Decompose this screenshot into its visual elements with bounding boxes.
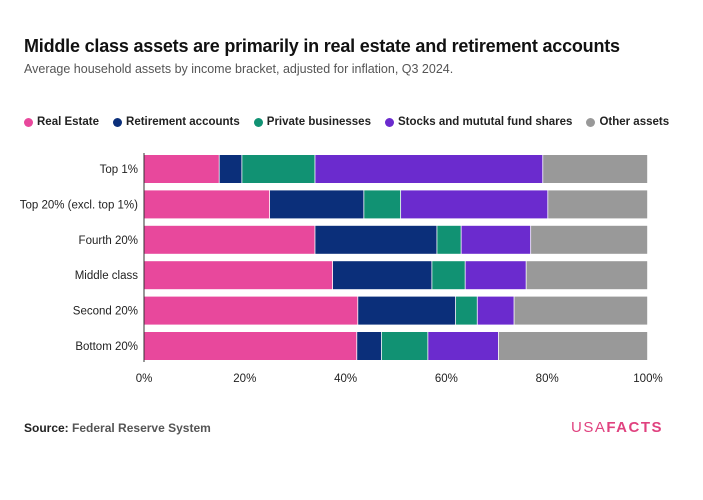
legend-item-retirement-accounts: Retirement accounts xyxy=(113,116,240,128)
bar-top-1-retirement-accounts xyxy=(219,155,242,183)
x-tick-label-20: 20% xyxy=(233,373,256,385)
bar-fourth-20-stocks-and-mututal-fund-shares xyxy=(461,225,531,254)
bar-fourth-20-retirement-accounts xyxy=(315,225,437,254)
bar-top-1-stocks-and-mututal-fund-shares xyxy=(315,155,543,183)
usafacts-logo: USAFACTS xyxy=(571,419,663,436)
legend-swatch-stocks xyxy=(384,117,394,127)
x-tick-label-60: 60% xyxy=(435,373,458,385)
bar-top-20-excl-top-1-retirement-accounts xyxy=(270,190,364,219)
bar-bottom-20-private-businesses xyxy=(381,332,428,360)
logo-part-facts: FACTS xyxy=(606,419,664,436)
source-note: Source: Federal Reserve System xyxy=(24,421,211,435)
bar-bottom-20-real-estate xyxy=(144,332,357,360)
bar-second-20-other-assets xyxy=(514,296,648,325)
category-label-bottom-20: Bottom 20% xyxy=(75,341,138,353)
bar-bottom-20-retirement-accounts xyxy=(357,332,382,360)
bar-middle-class-stocks-and-mututal-fund-shares xyxy=(465,261,526,290)
chart-subtitle: Average household assets by income brack… xyxy=(24,62,454,76)
x-tick-label-0: 0% xyxy=(136,373,153,385)
bar-middle-class-retirement-accounts xyxy=(333,261,432,290)
chart-legend: Real Estate Retirement accounts Private … xyxy=(24,116,669,128)
bar-top-1-private-businesses xyxy=(242,155,315,183)
legend-item-real-estate: Real Estate xyxy=(24,116,99,128)
source-value: Federal Reserve System xyxy=(72,421,211,435)
category-label-top-20-excl-top-1: Top 20% (excl. top 1%) xyxy=(20,199,138,211)
legend-label-private-businesses: Private businesses xyxy=(266,116,371,128)
bar-top-20-excl-top-1-real-estate xyxy=(144,190,270,219)
bar-top-20-excl-top-1-private-businesses xyxy=(364,190,401,219)
category-label-fourth-20: Fourth 20% xyxy=(79,235,138,247)
bar-top-20-excl-top-1-stocks-and-mututal-fund-shares xyxy=(401,190,548,219)
x-tick-label-100: 100% xyxy=(633,373,662,385)
legend-label-real-estate: Real Estate xyxy=(37,116,100,128)
bar-top-20-excl-top-1-other-assets xyxy=(548,190,648,219)
bar-bottom-20-other-assets xyxy=(498,332,648,360)
x-tick-label-40: 40% xyxy=(334,373,357,385)
bar-bottom-20-stocks-and-mututal-fund-shares xyxy=(428,332,499,360)
bar-middle-class-real-estate xyxy=(144,261,333,290)
legend-item-other-assets: Other assets xyxy=(586,116,669,128)
legend-item-stocks: Stocks and mututal fund shares xyxy=(384,116,573,128)
legend-swatch-real-estate xyxy=(24,117,33,127)
legend-label-other-assets: Other assets xyxy=(599,116,670,128)
bar-middle-class-private-businesses xyxy=(432,261,465,290)
legend-swatch-retirement-accounts xyxy=(113,117,123,127)
legend-swatch-other-assets xyxy=(586,117,596,127)
bar-fourth-20-real-estate xyxy=(144,225,315,254)
logo-part-usa: USA xyxy=(571,419,607,436)
category-label-top-1: Top 1% xyxy=(100,164,138,176)
bar-fourth-20-private-businesses xyxy=(437,225,461,254)
bar-middle-class-other-assets xyxy=(526,261,648,290)
bar-second-20-real-estate xyxy=(144,296,358,325)
legend-item-private-businesses: Private businesses xyxy=(253,116,371,128)
legend-label-stocks: Stocks and mututal fund shares xyxy=(397,116,573,128)
category-label-second-20: Second 20% xyxy=(73,306,138,318)
legend-label-retirement-accounts: Retirement accounts xyxy=(126,116,240,128)
bar-top-1-real-estate xyxy=(144,155,219,183)
bar-top-1-other-assets xyxy=(543,155,648,183)
bar-second-20-retirement-accounts xyxy=(358,296,456,325)
source-label: Source: xyxy=(24,421,69,435)
x-tick-label-80: 80% xyxy=(536,373,559,385)
legend-swatch-private-businesses xyxy=(253,117,263,127)
category-label-middle-class: Middle class xyxy=(75,270,139,282)
bar-fourth-20-other-assets xyxy=(531,225,648,254)
bar-second-20-stocks-and-mututal-fund-shares xyxy=(477,296,514,325)
chart-title: Middle class assets are primarily in rea… xyxy=(24,36,620,56)
bar-second-20-private-businesses xyxy=(455,296,477,325)
